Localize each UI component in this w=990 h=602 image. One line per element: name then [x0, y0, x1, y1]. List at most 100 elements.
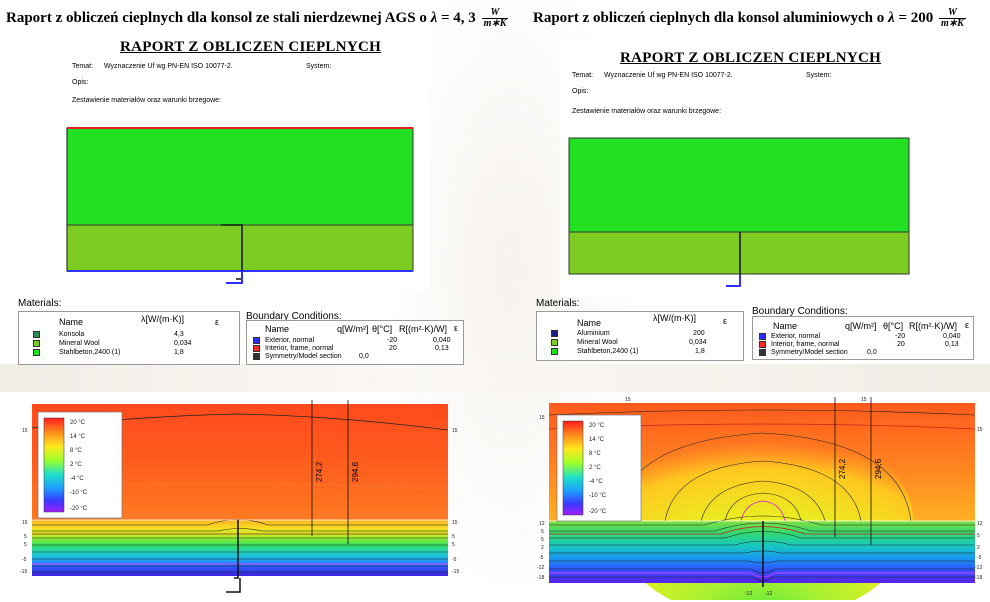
left-material-swatch-0: [33, 331, 40, 338]
right-boundary-col-name: Name: [773, 321, 798, 331]
right-edge-left-1: 12: [539, 521, 545, 527]
right-legend-5: -10 °C: [589, 493, 607, 499]
right-system-label: System:: [806, 72, 832, 79]
right-zestawienie: Zestawienie materiałów oraz warunki brze…: [572, 108, 722, 115]
left-system-label: System:: [306, 63, 332, 70]
left-material-value-1: 0,034: [174, 340, 192, 347]
right-temat-value: Wyznaczenie Uf wg PN-EN ISO 10077-2.: [604, 72, 733, 79]
right-boundary-col-eps: ε: [965, 320, 970, 330]
right-edge-left-6: -12: [537, 565, 544, 571]
left-edge-right-4: -5: [452, 557, 457, 563]
left-materials-label: Materials:: [18, 298, 62, 309]
left-legend-1: 14 °C: [70, 434, 86, 440]
left-legend-6: -20 °C: [70, 506, 88, 512]
right-material-value-1: 0,034: [689, 339, 707, 346]
left-boundary-q-2: 0,0: [359, 353, 369, 360]
right-material-value-0: 200: [693, 330, 705, 337]
left-legend-2: 8 °C: [70, 448, 82, 454]
right-edge-left-7: -18: [537, 575, 544, 581]
right-legend-4: -4 °C: [589, 479, 603, 485]
right-legend-2: 8 °C: [589, 451, 601, 457]
right-edge-right-5: -12: [975, 565, 982, 571]
left-boundary-name-1: Interior, frame, normal: [265, 345, 334, 352]
right-edge-right-1: 12: [977, 521, 983, 527]
right-boundary-col-theta: θ[°C]: [883, 321, 904, 331]
right-heading: Raport z obliczeń cieplnych dla konsol a…: [533, 8, 966, 29]
left-zestawienie: Zestawienie materiałów oraz warunki brze…: [72, 97, 222, 104]
right-boundary-r-0: 0,040: [943, 333, 961, 340]
right-boundary-col-r: R[(m²·K)/W]: [909, 321, 957, 331]
left-boundary-col-name: Name: [265, 324, 290, 334]
left-material-name-2: Stahlbeton,2400 (1): [59, 349, 121, 356]
right-boundary-r-1: 0,13: [945, 341, 959, 348]
left-edge-right-1: 15: [452, 520, 458, 526]
left-material-name-0: Konsola: [59, 331, 85, 338]
right-boundary-panel: Name q[W/m²] θ[°C] R[(m²·K)/W] ε Exterio…: [752, 316, 974, 360]
right-geometry-drawing: [568, 137, 910, 287]
right-heading-unit: W m∗K: [939, 8, 966, 29]
right-heading-text: Raport z obliczeń cieplnych dla konsol a…: [533, 9, 885, 26]
right-materials-label: Materials:: [536, 298, 580, 309]
right-boundary-col-q: q[W/m²]: [845, 321, 877, 331]
left-dim-a: 274,2: [315, 461, 324, 482]
left-boundary-name-2: Symmetry/Model section: [265, 353, 342, 360]
right-thermal-map: 274,2 294,6 15 15 -12 -12 15 12 5 5 2 -5…: [537, 397, 983, 600]
right-material-swatch-2: [551, 348, 558, 355]
left-legend-3: 2 °C: [70, 462, 82, 468]
right-heading-lambda-value: = 200: [898, 9, 934, 26]
right-bottom-label-0: -12: [745, 591, 752, 597]
left-boundary-name-0: Exterior, normal: [265, 337, 315, 344]
right-top-label-1: 15: [861, 397, 867, 403]
left-boundary-panel: Name q[W/m²] θ[°C] R[(m²·K)/W] ε Exterio…: [246, 320, 464, 365]
right-boundary-swatch-1: [759, 341, 766, 348]
left-boundary-r-0: 0,040: [433, 337, 451, 344]
left-material-swatch-2: [33, 349, 40, 356]
left-heading-lambda: λ: [430, 9, 438, 26]
left-edge-left-0: 15: [22, 428, 28, 434]
right-edge-right-4: -5: [977, 555, 982, 561]
right-bottom-label-1: -12: [765, 591, 772, 597]
left-heading: Raport z obliczeń cieplnych dla konsol z…: [6, 8, 509, 29]
right-edge-right-2: 5: [977, 533, 980, 539]
right-materials-col-name: Name: [577, 318, 602, 328]
right-boundary-name-2: Symmetry/Model section: [771, 349, 848, 356]
left-material-value-2: 1,8: [174, 349, 184, 356]
left-edge-left-4: -5: [22, 557, 27, 563]
left-opis-label: Opis:: [72, 79, 89, 86]
right-edge-right-3: 2: [977, 545, 980, 551]
right-edge-left-5: -5: [539, 555, 544, 561]
left-boundary-r-1: 0,13: [435, 345, 449, 352]
right-dim-a: 274,2: [838, 458, 847, 479]
left-edge-right-5: -15: [452, 569, 459, 575]
left-geometry-drawing: [66, 127, 414, 284]
right-materials-col-eps: ε: [723, 316, 728, 326]
right-report-title: RAPORT Z OBLICZEN CIEPLNYCH: [620, 50, 882, 66]
left-boundary-swatch-1: [253, 345, 260, 352]
left-edge-left-1: 15: [22, 520, 28, 526]
right-material-name-0: Aluminium: [577, 330, 610, 337]
left-thermal-map: 274,2 294,6 15 15 5 5 -5 -15 15 15 5 5 -…: [20, 400, 459, 593]
right-materials-col-lambda: λ[W/(m·K)]: [653, 313, 696, 323]
right-material-value-2: 1,8: [695, 348, 705, 355]
right-boundary-name-0: Exterior, normal: [771, 333, 821, 340]
right-boundary-swatch-2: [759, 349, 766, 356]
right-boundary-theta-1: 20: [897, 341, 905, 348]
left-boundary-theta-0: -20: [387, 337, 398, 344]
left-unit-numerator: W: [481, 8, 509, 19]
left-legend-5: -10 °C: [70, 490, 88, 496]
left-report-title: RAPORT Z OBLICZEN CIEPLNYCH: [120, 39, 382, 55]
right-boundary-theta-0: -20: [895, 333, 906, 340]
right-legend-3: 2 °C: [589, 465, 601, 471]
left-boundary-theta-1: 20: [389, 345, 397, 352]
left-heading-lambda-value: = 4, 3: [441, 9, 476, 26]
right-materials-panel: Name λ[W/(m·K)] ε Aluminium 200 Mineral …: [536, 311, 744, 361]
right-heading-lambda: λ: [888, 9, 895, 26]
right-boundary-q-2: 0,0: [867, 349, 877, 356]
left-boundary-col-eps: ε: [454, 323, 459, 333]
right-unit-numerator: W: [939, 8, 966, 19]
left-edge-left-5: -15: [20, 569, 27, 575]
left-material-swatch-1: [33, 340, 40, 347]
left-boundary-swatch-2: [253, 353, 260, 360]
right-edge-left-4: 2: [541, 545, 544, 551]
right-legend-0: 20 °C: [589, 423, 605, 429]
